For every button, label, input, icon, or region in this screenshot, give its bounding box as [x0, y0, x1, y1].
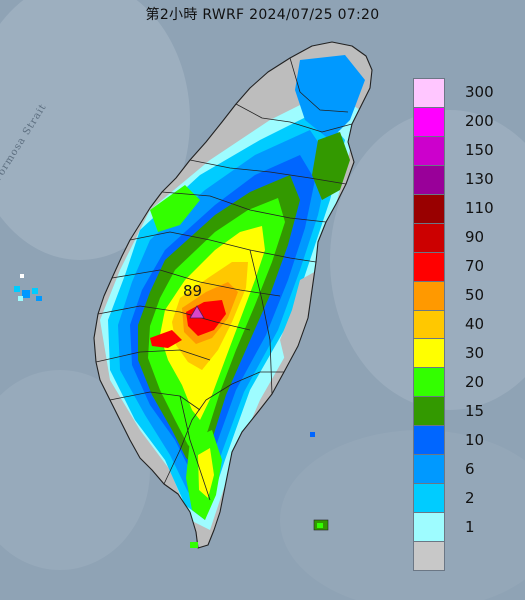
legend-swatch [413, 541, 445, 571]
legend-swatch [413, 425, 445, 456]
legend-label: 200 [465, 112, 494, 131]
sea-shade [0, 0, 190, 260]
legend-label: 10 [465, 430, 485, 449]
legend-swatch [413, 338, 445, 369]
legend-swatch [413, 78, 445, 108]
legend-label: 70 [465, 257, 485, 276]
legend-swatch [413, 280, 445, 311]
rain-30mm-zone-south [198, 448, 214, 498]
legend-swatch [413, 135, 445, 166]
legend-swatch [413, 367, 445, 398]
rain-north-band [295, 55, 365, 140]
legend-swatch [413, 309, 445, 340]
map-title: 第2小時 RWRF 2024/07/25 07:20 [145, 7, 380, 23]
legend-label: 20 [465, 372, 485, 391]
legend-label: 130 [465, 170, 494, 189]
legend-swatch [413, 106, 445, 137]
legend-label: 90 [465, 228, 485, 247]
legend-label: 300 [465, 83, 494, 102]
legend-swatch [413, 454, 445, 485]
rainfall-legend: 300 200 150 130 110 90 70 50 40 30 20 15 10 6 2 1 [413, 78, 521, 571]
sea-shade [0, 370, 150, 570]
legend-label: 50 [465, 286, 485, 305]
sea-shade [280, 430, 525, 600]
legend-label: 30 [465, 343, 485, 362]
rain-70mm-zone-south [150, 330, 182, 348]
legend-label: 150 [465, 141, 494, 160]
legend-label: 6 [465, 459, 475, 478]
legend-swatch [413, 512, 445, 543]
rain-northwest-green [150, 185, 200, 232]
legend-label: 1 [465, 517, 475, 536]
legend-swatch [413, 164, 445, 195]
legend-label: 15 [465, 401, 485, 420]
county-boundaries [93, 41, 373, 549]
legend-swatch [413, 222, 445, 253]
rain-east-coast [280, 270, 318, 365]
max-rainfall-value: 89 [183, 282, 203, 300]
legend-swatch [413, 251, 445, 282]
legend-label: 2 [465, 488, 475, 507]
legend-label: 40 [465, 315, 485, 333]
penghu-islands [14, 274, 42, 301]
legend-label: 110 [465, 199, 494, 218]
max-rainfall-marker-icon [189, 305, 205, 319]
legend-swatch [413, 483, 445, 514]
offshore-islands-east [190, 432, 329, 548]
legend-swatch [413, 396, 445, 427]
legend-swatch [413, 193, 445, 224]
